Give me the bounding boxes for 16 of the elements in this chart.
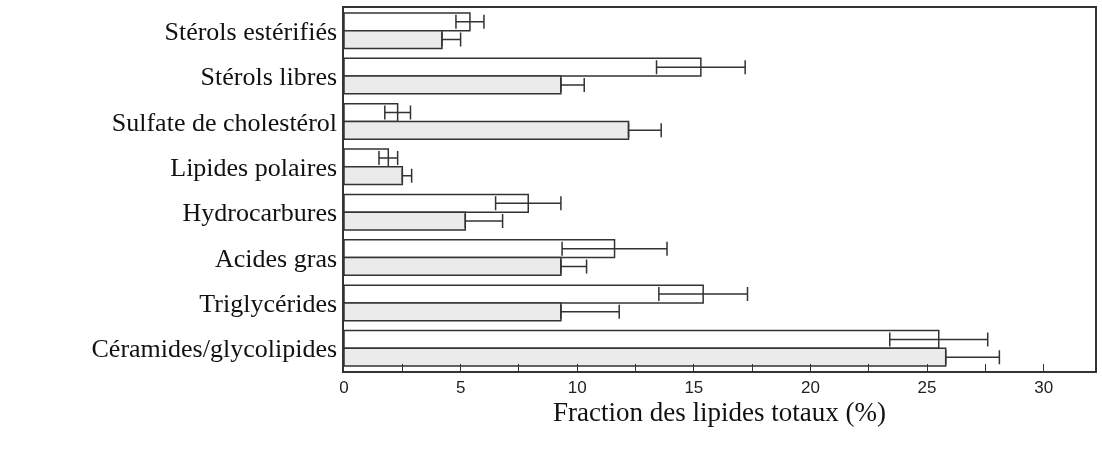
y-tick-label: Triglycérides <box>199 289 338 319</box>
x-tick-label: 30 <box>1034 378 1054 398</box>
y-tick-label: Acides gras <box>215 243 338 273</box>
y-tick-label: Stérols estérifiés <box>164 16 338 46</box>
x-tick-label: 25 <box>917 378 937 398</box>
x-tick-label: 15 <box>684 378 704 398</box>
y-tick-label: Céramides/glycolipides <box>91 334 338 364</box>
x-axis-title: Fraction des lipides totaux (%) <box>553 397 886 428</box>
x-tick-label: 5 <box>455 378 466 398</box>
x-tick-label: 20 <box>801 378 820 398</box>
y-tick-label: Hydrocarbures <box>182 198 338 228</box>
x-tick-label: 10 <box>567 378 587 398</box>
y-tick-label: Sulfate de cholestérol <box>111 107 338 137</box>
x-tick-label: 0 <box>339 378 349 398</box>
y-tick-label: Stérols libres <box>200 62 338 92</box>
y-tick-label: Lipides polaires <box>170 152 338 182</box>
